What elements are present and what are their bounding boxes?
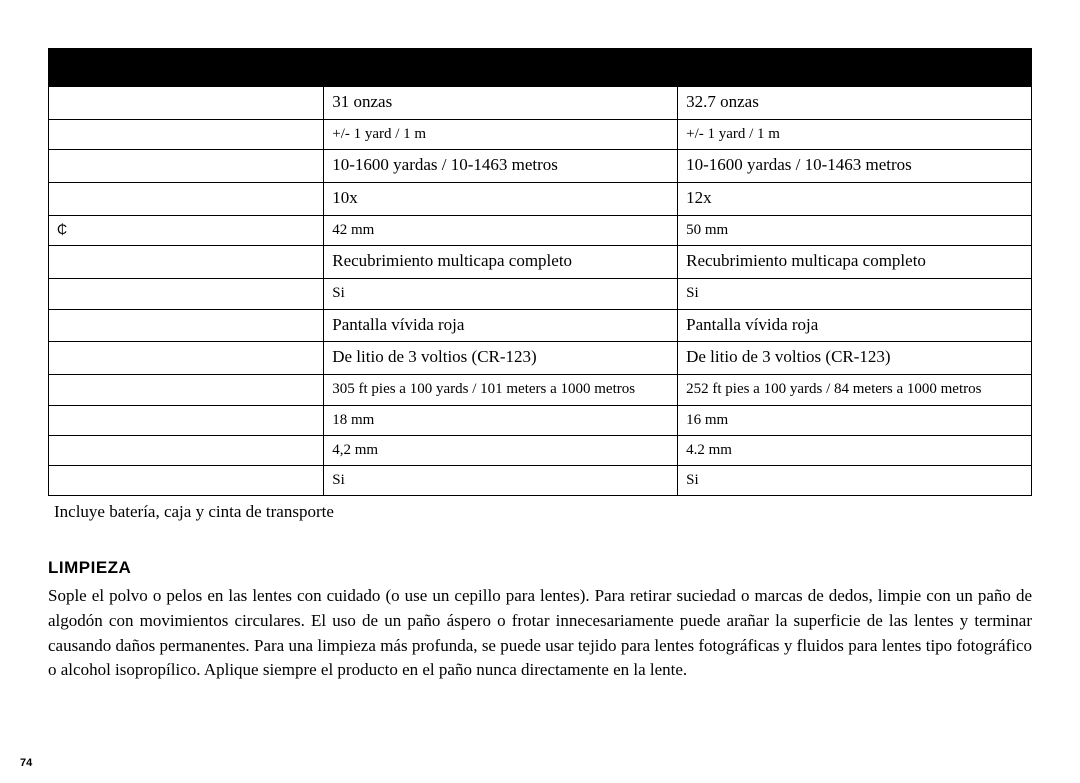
table-row: 10x12x [49, 183, 1032, 216]
spec-label-cell [49, 150, 324, 183]
table-row: 305 ft pies a 100 yards / 101 meters a 1… [49, 375, 1032, 405]
table-row: Recubrimiento multicapa completoRecubrim… [49, 246, 1032, 279]
spec-label-cell [49, 183, 324, 216]
spec-value-cell: De litio de 3 voltios (CR-123) [678, 342, 1032, 375]
page-number: 74 [20, 757, 32, 769]
spec-value-cell: +/- 1 yard / 1 m [324, 119, 678, 149]
spec-value-cell: Si [324, 466, 678, 496]
table-row: 4,2 mm4.2 mm [49, 435, 1032, 465]
table-row: +/- 1 yard / 1 m+/- 1 yard / 1 m [49, 119, 1032, 149]
table-row: Pantalla vívida rojaPantalla vívida roja [49, 309, 1032, 342]
spec-value-cell: Pantalla vívida roja [678, 309, 1032, 342]
table-footnote: Incluye batería, caja y cinta de transpo… [48, 502, 1032, 522]
spec-value-cell: 10-1600 yardas / 10-1463 metros [324, 150, 678, 183]
table-header-cell [49, 49, 324, 87]
table-header-cell [678, 49, 1032, 87]
spec-value-cell: Si [324, 279, 678, 309]
spec-label-cell [49, 405, 324, 435]
spec-value-cell: 10x [324, 183, 678, 216]
section-heading-limpieza: LIMPIEZA [48, 558, 1032, 578]
table-row: ₵42 mm50 mm [49, 216, 1032, 246]
spec-value-cell: 32.7 onzas [678, 87, 1032, 120]
spec-value-cell: 42 mm [324, 216, 678, 246]
spec-value-cell: 18 mm [324, 405, 678, 435]
table-row: 31 onzas32.7 onzas [49, 87, 1032, 120]
spec-value-cell: 4,2 mm [324, 435, 678, 465]
spec-value-cell: 305 ft pies a 100 yards / 101 meters a 1… [324, 375, 678, 405]
table-header-row [49, 49, 1032, 87]
spec-value-cell: Si [678, 466, 1032, 496]
spec-label-cell [49, 119, 324, 149]
spec-value-cell: Pantalla vívida roja [324, 309, 678, 342]
spec-value-cell: 4.2 mm [678, 435, 1032, 465]
table-row: SiSi [49, 466, 1032, 496]
spec-value-cell: 10-1600 yardas / 10-1463 metros [678, 150, 1032, 183]
spec-value-cell: 12x [678, 183, 1032, 216]
table-row: De litio de 3 voltios (CR-123)De litio d… [49, 342, 1032, 375]
table-row: 18 mm16 mm [49, 405, 1032, 435]
spec-value-cell: Recubrimiento multicapa completo [324, 246, 678, 279]
spec-label-cell [49, 342, 324, 375]
spec-value-cell: De litio de 3 voltios (CR-123) [324, 342, 678, 375]
spec-value-cell: Recubrimiento multicapa completo [678, 246, 1032, 279]
spec-value-cell: 50 mm [678, 216, 1032, 246]
spec-label-cell [49, 435, 324, 465]
spec-label-cell [49, 375, 324, 405]
table-header-cell [324, 49, 678, 87]
spec-label-cell [49, 466, 324, 496]
spec-value-cell: 31 onzas [324, 87, 678, 120]
spec-value-cell: +/- 1 yard / 1 m [678, 119, 1032, 149]
spec-value-cell: Si [678, 279, 1032, 309]
spec-value-cell: 16 mm [678, 405, 1032, 435]
limpieza-body-text: Sople el polvo o pelos en las lentes con… [48, 584, 1032, 683]
spec-label-cell: ₵ [49, 216, 324, 246]
spec-label-cell [49, 279, 324, 309]
table-row: 10-1600 yardas / 10-1463 metros10-1600 y… [49, 150, 1032, 183]
spec-label-cell [49, 309, 324, 342]
specs-table: 31 onzas32.7 onzas+/- 1 yard / 1 m+/- 1 … [48, 48, 1032, 496]
spec-label-cell [49, 87, 324, 120]
spec-value-cell: 252 ft pies a 100 yards / 84 meters a 10… [678, 375, 1032, 405]
table-row: SiSi [49, 279, 1032, 309]
spec-label-cell [49, 246, 324, 279]
